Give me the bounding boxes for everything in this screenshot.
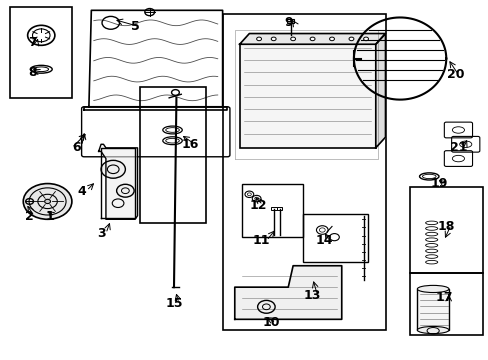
Bar <box>222 14 385 330</box>
Text: 6: 6 <box>72 141 81 154</box>
Polygon shape <box>99 144 137 219</box>
Text: 3: 3 <box>97 227 105 240</box>
Circle shape <box>23 184 72 219</box>
Text: 20: 20 <box>447 68 464 81</box>
Ellipse shape <box>416 327 448 334</box>
Polygon shape <box>375 33 385 148</box>
Text: 19: 19 <box>429 177 447 190</box>
Text: 16: 16 <box>181 138 198 151</box>
Circle shape <box>290 37 295 41</box>
Text: 21: 21 <box>449 141 466 154</box>
Bar <box>409 273 482 336</box>
Circle shape <box>271 37 276 41</box>
Circle shape <box>44 199 50 203</box>
Bar <box>302 214 368 262</box>
Circle shape <box>329 37 334 41</box>
Text: 9: 9 <box>284 16 292 29</box>
Circle shape <box>363 37 368 41</box>
Polygon shape <box>239 33 385 44</box>
Text: 5: 5 <box>130 20 139 33</box>
Text: 15: 15 <box>165 297 183 310</box>
Bar <box>10 7 72 98</box>
Bar <box>239 44 375 148</box>
Text: 7: 7 <box>29 36 37 49</box>
Text: 4: 4 <box>77 185 86 198</box>
Circle shape <box>101 160 125 178</box>
Bar <box>276 207 282 210</box>
Ellipse shape <box>416 285 448 293</box>
Text: 13: 13 <box>303 288 321 302</box>
Text: 18: 18 <box>437 220 454 233</box>
Polygon shape <box>234 266 341 319</box>
Bar <box>409 187 482 273</box>
Bar <box>140 87 205 223</box>
Text: 14: 14 <box>315 234 333 247</box>
Bar <box>287 18 293 23</box>
Text: 8: 8 <box>29 66 37 79</box>
Circle shape <box>256 37 261 41</box>
Text: 12: 12 <box>249 198 266 212</box>
Circle shape <box>309 37 314 41</box>
Text: 2: 2 <box>25 210 34 223</box>
Text: 10: 10 <box>262 316 280 329</box>
Bar <box>242 184 302 237</box>
Circle shape <box>116 184 134 197</box>
Text: 17: 17 <box>434 291 452 305</box>
Text: 11: 11 <box>252 234 270 247</box>
Circle shape <box>348 37 353 41</box>
Text: 1: 1 <box>45 210 54 223</box>
Bar <box>416 289 448 330</box>
Bar <box>270 207 276 210</box>
